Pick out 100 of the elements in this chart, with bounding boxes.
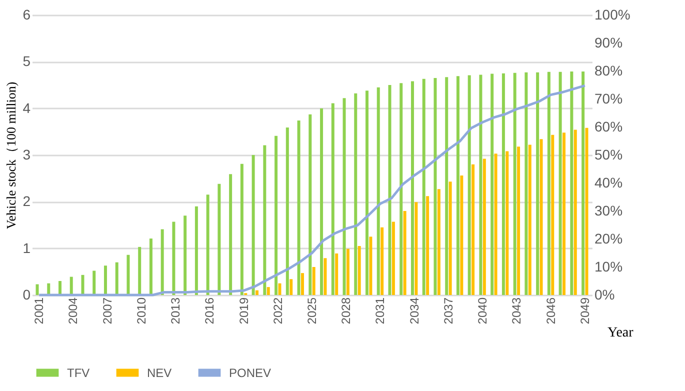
- bar: [266, 287, 270, 295]
- bar: [392, 222, 395, 295]
- bar: [524, 72, 528, 295]
- bar: [160, 229, 164, 295]
- y2-tick-label: 100%: [594, 6, 630, 22]
- bar: [502, 73, 505, 295]
- bar: [206, 194, 210, 295]
- bar: [376, 87, 380, 295]
- bar: [229, 174, 232, 295]
- bar: [342, 98, 346, 295]
- x-tick-label: 2031: [373, 297, 388, 324]
- bar: [346, 248, 350, 295]
- y-axis-title: Vehicle stock（100 million): [4, 82, 19, 230]
- x-tick-label: 2004: [66, 297, 80, 324]
- bar: [490, 74, 494, 295]
- bar: [422, 78, 426, 295]
- bar: [414, 202, 418, 295]
- bar: [506, 151, 509, 295]
- x-tick-label: 2019: [236, 297, 251, 324]
- bar: [540, 139, 543, 295]
- bar: [252, 155, 255, 295]
- bar: [138, 246, 142, 295]
- bar: [358, 246, 361, 295]
- y-tick-label: 0: [22, 286, 31, 302]
- bar: [366, 90, 369, 295]
- x-tick-label: 2013: [168, 297, 183, 324]
- y2-tick-label: 10%: [594, 258, 623, 274]
- bar: [47, 283, 50, 295]
- bar: [558, 72, 562, 295]
- x-tick-label: 2049: [578, 297, 592, 324]
- x-tick-label: 2037: [441, 297, 456, 324]
- bar: [410, 81, 414, 295]
- bar: [536, 72, 540, 295]
- y2-tick-label: 50%: [594, 146, 623, 162]
- y2-tick-label: 90%: [594, 34, 623, 50]
- bar: [194, 206, 198, 295]
- bar: [517, 146, 520, 295]
- bar: [58, 281, 62, 295]
- bar: [81, 274, 84, 295]
- y2-tick-label: 60%: [594, 118, 623, 134]
- bar: [286, 127, 289, 295]
- bar: [70, 276, 73, 295]
- bar: [308, 114, 312, 295]
- y2-tick-label: 70%: [594, 90, 623, 106]
- bar: [434, 78, 437, 295]
- bar: [335, 253, 338, 295]
- y2-tick-label: 80%: [594, 62, 623, 78]
- x-tick-label: 2043: [510, 297, 524, 324]
- bar: [274, 136, 278, 295]
- bar: [585, 128, 588, 295]
- bar: [278, 283, 282, 295]
- y2-tick-label: 20%: [594, 230, 623, 246]
- x-tick-label: 2025: [305, 297, 319, 324]
- bar: [126, 254, 130, 295]
- x-tick-label: 2022: [270, 297, 285, 324]
- bar: [403, 211, 406, 295]
- bar: [184, 216, 187, 295]
- bar: [460, 176, 464, 295]
- bar: [562, 132, 566, 295]
- bar: [92, 270, 96, 295]
- bar: [149, 238, 152, 295]
- bar: [380, 227, 384, 295]
- x-tick-label: 2046: [544, 297, 558, 324]
- bar: [312, 267, 316, 295]
- bar: [172, 222, 176, 295]
- bar: [255, 290, 258, 295]
- x-tick-label: 2016: [202, 297, 217, 324]
- bar: [426, 196, 430, 295]
- x-tick-label: 2028: [339, 297, 354, 324]
- bar: [115, 262, 118, 295]
- bar: [320, 108, 324, 295]
- bar: [104, 266, 107, 295]
- bar: [574, 130, 577, 295]
- bar: [240, 164, 244, 295]
- bar: [582, 71, 585, 295]
- y-tick-label: 5: [22, 53, 31, 70]
- bar: [472, 164, 475, 295]
- bar: [513, 72, 516, 295]
- bar: [448, 182, 452, 295]
- bar: [263, 145, 266, 295]
- bar: [331, 103, 334, 295]
- bar: [570, 71, 574, 295]
- bar: [445, 77, 448, 295]
- x-tick-label: 2001: [32, 297, 46, 324]
- x-tick-label: 2007: [100, 297, 114, 324]
- x-tick-label: 2034: [407, 297, 422, 324]
- y-tick-label: 2: [22, 193, 31, 210]
- bar: [547, 72, 550, 295]
- bar: [437, 189, 440, 295]
- bar: [36, 284, 39, 295]
- y2-tick-label: 0%: [594, 286, 615, 302]
- bar: [551, 134, 554, 295]
- legend-label: TFV: [67, 366, 90, 380]
- line-series: [38, 84, 586, 296]
- bar: [388, 85, 392, 295]
- bar: [528, 144, 532, 295]
- bar: [300, 273, 304, 295]
- bar: [482, 158, 486, 295]
- y-tick-label: 3: [22, 146, 31, 162]
- y-tick-label: 4: [22, 100, 31, 116]
